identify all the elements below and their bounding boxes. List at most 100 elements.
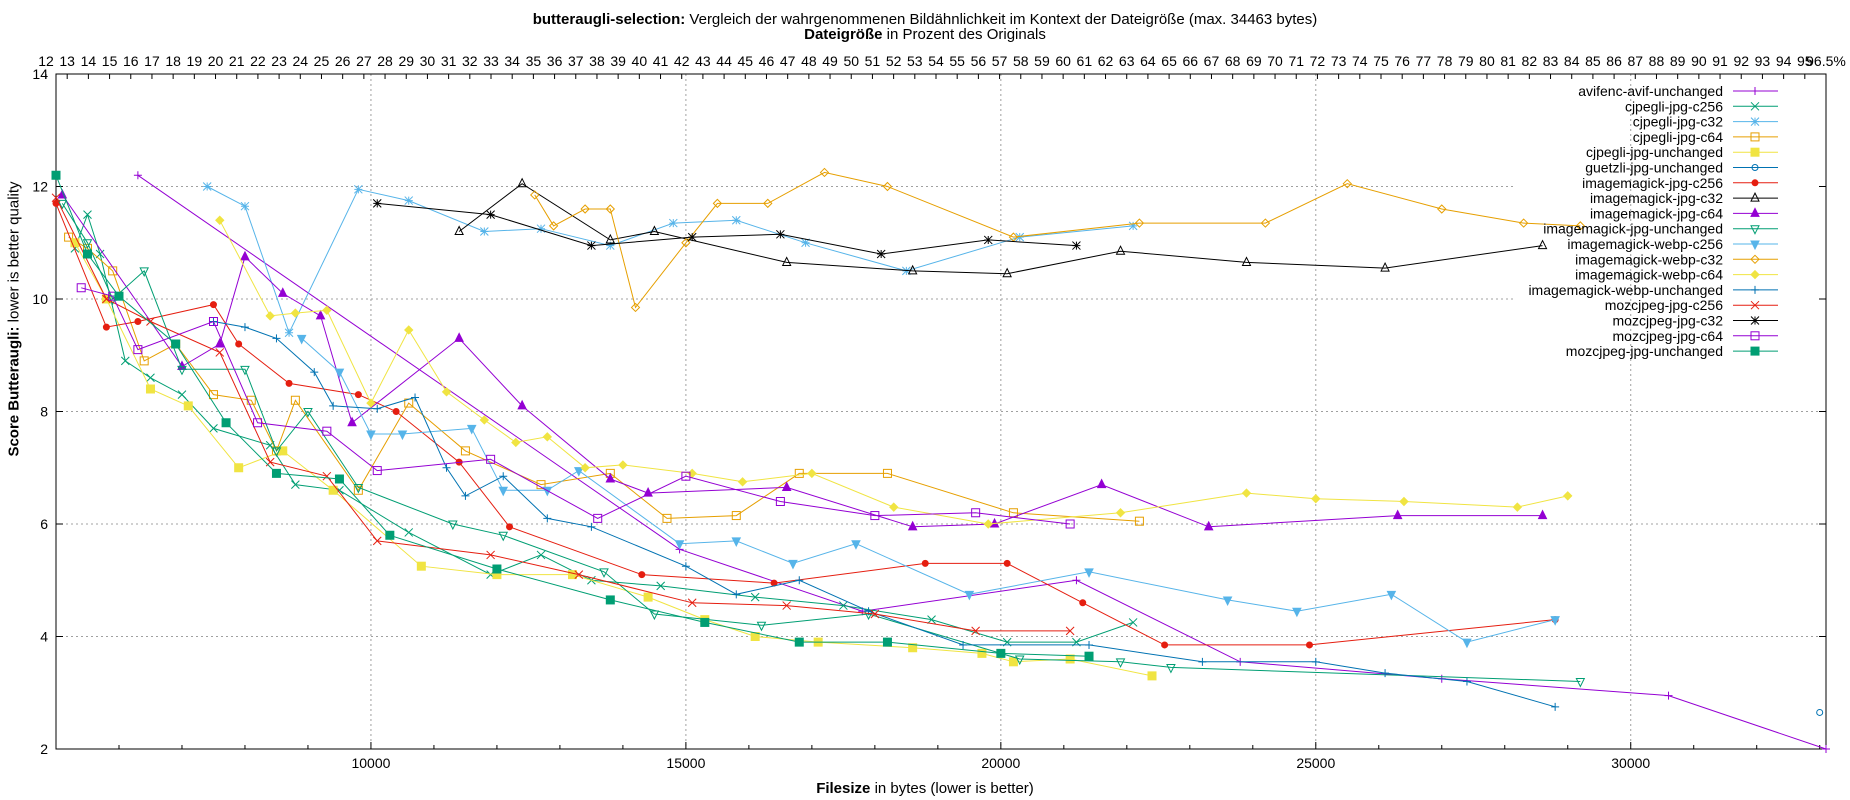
data-point xyxy=(959,640,968,649)
chart-title-rest: Vergleich der wahrgenommenen Bildähnlich… xyxy=(689,11,1318,28)
data-point xyxy=(605,241,615,250)
data-point xyxy=(1305,641,1313,649)
data-point xyxy=(618,460,628,470)
data-point xyxy=(731,537,742,547)
data-point xyxy=(57,199,68,210)
data-point xyxy=(1115,508,1126,518)
data-point xyxy=(1003,559,1011,567)
data-point xyxy=(215,348,225,357)
legend-label: cjpegli-jpg-c256 xyxy=(1625,98,1723,114)
data-point xyxy=(146,373,155,383)
x-tick-label: 15000 xyxy=(666,755,705,771)
data-point xyxy=(1399,496,1409,507)
series-imagemagick-webp-unchanged xyxy=(209,317,1560,711)
data-point xyxy=(271,468,281,478)
data-point xyxy=(687,598,697,608)
data-point xyxy=(964,590,975,601)
data-point xyxy=(183,401,193,411)
x2-tick-label: 79 xyxy=(1458,53,1474,69)
x2-tick-label: 44 xyxy=(716,53,732,69)
data-point xyxy=(801,238,810,248)
data-point xyxy=(334,474,344,484)
data-point xyxy=(486,454,496,464)
x2-tick-label: 67 xyxy=(1204,53,1220,69)
data-point xyxy=(687,232,697,242)
data-point xyxy=(870,511,880,521)
data-point xyxy=(372,466,382,476)
data-point xyxy=(674,540,685,550)
data-point xyxy=(1311,657,1320,666)
data-point xyxy=(83,210,92,219)
data-point xyxy=(102,323,110,331)
series-imagemagick-webp-c256 xyxy=(296,334,1560,649)
data-point xyxy=(177,390,187,399)
data-point xyxy=(737,477,748,487)
series-line xyxy=(377,202,1077,255)
x-tick-label: 25000 xyxy=(1296,755,1335,771)
data-point xyxy=(794,468,804,478)
data-point xyxy=(1750,300,1760,310)
legend-label: imagemagick-webp-c32 xyxy=(1575,251,1723,267)
data-point xyxy=(416,561,426,571)
data-point xyxy=(731,215,741,225)
data-point xyxy=(479,415,490,425)
data-point xyxy=(171,339,181,349)
data-point xyxy=(731,511,741,521)
data-point xyxy=(240,201,250,211)
data-point xyxy=(353,483,364,494)
x2-tick-label: 53 xyxy=(907,53,923,69)
x2-tick-label: 95 xyxy=(1797,53,1813,69)
data-point xyxy=(517,399,527,410)
data-point xyxy=(1241,488,1252,498)
data-point xyxy=(82,249,92,259)
series-line xyxy=(55,203,1556,646)
data-point xyxy=(1750,316,1760,325)
data-point xyxy=(441,387,452,397)
series-line xyxy=(213,321,1556,708)
x2-tick-label: 68 xyxy=(1225,53,1241,69)
data-point xyxy=(1563,491,1573,501)
data-point xyxy=(1750,346,1760,356)
data-point xyxy=(1065,654,1075,664)
legend-item: cjpegli-jpg-c256 xyxy=(1625,98,1778,114)
data-point xyxy=(580,204,590,214)
data-point xyxy=(1462,638,1472,649)
data-point xyxy=(776,229,785,239)
y-axis-label-wrap: Score Butteraugli: lower is better quali… xyxy=(4,74,24,564)
data-point xyxy=(448,520,458,531)
data-point xyxy=(373,404,382,413)
y-tick-label: 14 xyxy=(32,66,48,82)
x2-tick-label: 77 xyxy=(1416,53,1432,69)
data-point xyxy=(322,471,332,481)
chart-subtitle: Dateigröße in Prozent des Originals xyxy=(0,27,1850,43)
data-point xyxy=(454,225,464,235)
series-line xyxy=(534,171,1581,309)
data-point xyxy=(763,198,773,209)
data-point xyxy=(134,318,142,325)
data-point xyxy=(681,562,690,571)
data-point xyxy=(574,467,584,477)
data-point xyxy=(807,468,817,479)
data-point xyxy=(1065,519,1075,529)
series-mozcjpeg-jpg-c64 xyxy=(76,283,1075,529)
data-point xyxy=(202,182,212,191)
data-point xyxy=(1072,576,1081,585)
data-point xyxy=(1750,147,1760,157)
data-point xyxy=(385,530,395,540)
x2-tick-label: 15 xyxy=(102,53,118,69)
x-tick-label: 30000 xyxy=(1611,755,1650,771)
data-point xyxy=(290,395,300,405)
data-point xyxy=(662,513,672,523)
data-point xyxy=(221,418,231,428)
x2-tick-label: 34 xyxy=(504,53,520,69)
x2-tick-label: 74 xyxy=(1352,53,1368,69)
series-mozcjpeg-jpg-unchanged xyxy=(51,170,1094,661)
data-point xyxy=(76,283,86,293)
y-tick-label: 6 xyxy=(40,516,48,532)
legend-label: imagemagick-webp-c64 xyxy=(1575,267,1723,283)
x2-tick-label: 41 xyxy=(653,53,669,69)
data-point xyxy=(454,332,464,342)
x2-tick-label: 62 xyxy=(1098,53,1114,69)
data-point xyxy=(1380,261,1390,272)
